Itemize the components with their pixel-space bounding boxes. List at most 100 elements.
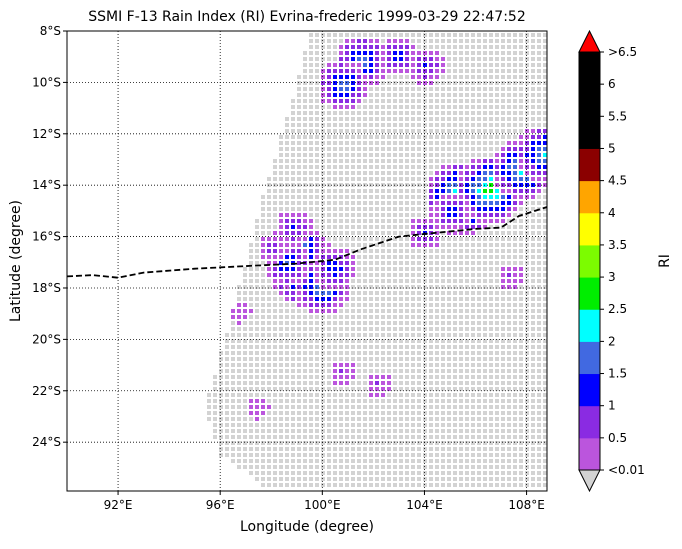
swath-pixel [219,429,223,433]
swath-pixel [513,135,517,139]
swath-pixel [501,231,505,235]
swath-pixel [255,231,259,235]
swath-pixel [465,369,469,373]
swath-pixel [537,393,541,397]
swath-pixel [375,93,379,97]
swath-pixel [417,147,421,151]
swath-pixel [339,339,343,343]
rain-pixel [489,219,493,223]
swath-pixel [321,165,325,169]
swath-pixel [357,447,361,451]
rain-pixel [303,303,307,307]
colorbar-segment [579,309,600,342]
swath-pixel [519,321,523,325]
swath-pixel [375,291,379,295]
swath-pixel [249,267,253,271]
rain-pixel [261,237,265,241]
swath-pixel [513,345,517,349]
swath-pixel [411,93,415,97]
swath-pixel [525,201,529,205]
swath-pixel [267,375,271,379]
swath-pixel [393,261,397,265]
colorbar-segment [579,277,600,310]
swath-pixel [387,333,391,337]
swath-pixel [243,381,247,385]
swath-pixel [495,405,499,409]
swath-pixel [231,423,235,427]
swath-pixel [531,213,535,217]
swath-pixel [381,363,385,367]
swath-pixel [519,237,523,241]
swath-pixel [429,471,433,475]
swath-pixel [357,147,361,151]
rain-pixel [435,75,439,79]
swath-pixel [387,357,391,361]
swath-pixel [381,147,385,151]
swath-pixel [417,483,421,487]
swath-pixel [261,333,265,337]
swath-pixel [465,123,469,127]
swath-pixel [315,153,319,157]
rain-pixel [333,99,337,103]
swath-pixel [285,117,289,121]
rain-pixel [465,195,469,199]
swath-pixel [363,453,367,457]
swath-pixel [375,165,379,169]
swath-pixel [429,93,433,97]
swath-pixel [321,315,325,319]
swath-pixel [363,255,367,259]
rain-pixel [321,309,325,313]
swath-pixel [441,45,445,49]
rain-pixel [321,279,325,283]
swath-pixel [369,303,373,307]
swath-pixel [543,387,547,391]
swath-pixel [399,153,403,157]
swath-pixel [291,153,295,157]
rain-pixel [345,369,349,373]
rain-pixel [363,87,367,91]
swath-pixel [513,405,517,409]
swath-pixel [519,297,523,301]
swath-pixel [231,459,235,463]
swath-pixel [507,93,511,97]
swath-pixel [465,45,469,49]
swath-pixel [477,57,481,61]
swath-pixel [507,237,511,241]
swath-pixel [417,213,421,217]
swath-pixel [381,159,385,163]
swath-pixel [513,453,517,457]
swath-pixel [501,321,505,325]
swath-pixel [381,471,385,475]
swath-pixel [255,219,259,223]
swath-pixel [399,285,403,289]
colorbar-tick-label: 6 [608,77,616,91]
swath-pixel [327,363,331,367]
rain-pixel [375,81,379,85]
swath-pixel [339,153,343,157]
swath-pixel [381,279,385,283]
swath-pixel [297,417,301,421]
swath-pixel [261,309,265,313]
swath-pixel [249,417,253,421]
swath-pixel [363,267,367,271]
swath-pixel [477,105,481,109]
swath-pixel [525,417,529,421]
swath-pixel [471,381,475,385]
swath-pixel [357,435,361,439]
swath-pixel [309,63,313,67]
swath-pixel [423,429,427,433]
rain-pixel [423,243,427,247]
swath-pixel [537,417,541,421]
swath-pixel [315,171,319,175]
swath-pixel [441,471,445,475]
swath-pixel [435,435,439,439]
swath-pixel [429,291,433,295]
swath-pixel [453,273,457,277]
swath-pixel [375,303,379,307]
rain-pixel [327,291,331,295]
rain-pixel [369,381,373,385]
swath-pixel [303,63,307,67]
swath-pixel [243,339,247,343]
swath-pixel [489,39,493,43]
